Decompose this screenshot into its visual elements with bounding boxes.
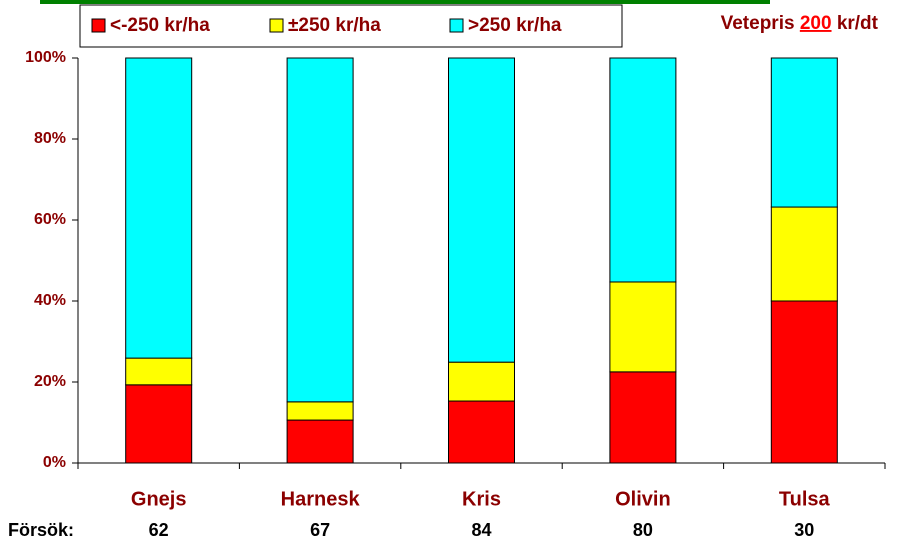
y-tick-label: 100% [25,49,66,66]
trial-count: 67 [310,520,330,540]
bar-segment [609,281,677,373]
legend-box [79,4,623,48]
bar-segment [609,57,677,283]
legend-swatch [91,18,106,33]
y-tick-label: 0% [43,454,66,471]
bar-segment [448,361,515,402]
trial-count: 62 [149,520,169,540]
price-note: Vetepris 200 kr/dt [721,13,879,34]
x-tick-label: Kris [462,488,501,510]
bar-segment [770,300,838,464]
legend-label: >250 kr/ha [468,15,562,36]
y-tick-label: 20% [34,373,66,390]
trial-count: 84 [471,520,491,540]
price-suffix: kr/dt [837,13,879,34]
bar-segment [125,384,193,464]
y-tick-label: 40% [34,292,66,309]
legend-swatch [449,18,464,33]
x-tick-label: Harnesk [281,488,361,510]
bar-segment [448,57,515,363]
bar-segment [448,400,515,464]
bar-segment [770,206,838,302]
trial-count: 80 [633,520,653,540]
bar-segment [770,57,838,208]
bar-segment [286,57,354,403]
y-tick-label: 60% [34,211,66,228]
legend-swatch [269,18,284,33]
price-value: 200 [800,13,832,34]
bar-segment [125,357,193,386]
bar-segment [286,419,354,464]
x-tick-label: Tulsa [779,488,831,510]
trial-label: Försök: [8,520,74,540]
x-tick-label: Gnejs [131,488,187,510]
y-tick-label: 80% [34,130,66,147]
legend-label: <-250 kr/ha [110,15,210,36]
x-tick-label: Olivin [615,488,671,510]
bar-segment [125,57,193,359]
legend-label: ±250 kr/ha [288,15,381,36]
bar-segment [609,371,677,464]
trial-count: 30 [794,520,814,540]
bar-segment [286,401,354,421]
price-prefix: Vetepris [721,13,795,34]
